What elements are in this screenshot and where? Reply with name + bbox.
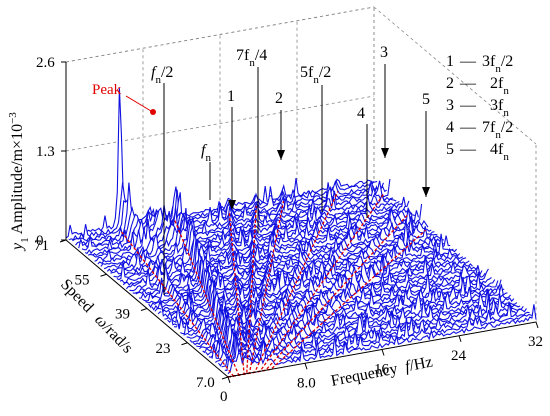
x-tick-label: 24 [451,348,467,364]
spectrum-line [87,192,397,257]
svg-text:5—4fn: 5—4fn [446,141,509,163]
order-line [174,220,240,378]
spectrum-line [199,284,508,350]
spectrum-line [75,180,385,246]
y-tick-label: 39 [115,307,130,323]
marker-1-label: 1 [227,88,235,105]
legend-item: 2—2fn [446,75,509,97]
spectrum-mask [218,304,527,369]
marker-5-label: 5 [422,91,430,108]
marker-3-label: 3 [380,44,388,61]
spectrum-mask [113,204,422,281]
y-tick [221,376,229,380]
spectrum-line [81,179,391,251]
marker-2-label: 2 [275,90,283,107]
x-axis-label: Frequency f/Hz [330,354,434,390]
y-tick-label: 23 [156,341,171,357]
marker-5-arrow [422,187,430,197]
x-tick [304,363,308,370]
z-tick-label: 2.6 [36,55,55,71]
svg-text:4—7fn/2: 4—7fn/2 [446,119,513,141]
spectrum-mask [228,304,536,377]
order-line [119,229,235,378]
x-tick-label: 8.0 [297,375,316,391]
spectrum-line [151,247,461,311]
peak-marker [150,109,156,115]
y-tick [181,342,188,346]
spectrum-line [129,226,438,292]
spectrum-line [145,233,454,304]
y-tick-label: 7.0 [196,375,215,391]
x-tick [381,349,385,356]
z-axis-label: y1 Amplitude/m×10−3 [7,112,31,252]
peak-leader [125,95,152,112]
marker-4-label: 4 [357,105,365,122]
legend-item: 3—3fn [446,97,509,119]
spectrum-line [103,207,413,270]
fn-label: fn [201,142,211,164]
marker-2-arrow [277,150,285,160]
spectrum-line [196,284,505,348]
spectrum-mask [189,275,498,345]
spectrum-mask [110,207,419,278]
spectrum-mask [215,295,524,367]
legend-item: 1—3fn/2 [446,53,513,75]
spectrum-line [160,259,470,318]
x-tick [227,376,231,384]
y-tick [140,308,148,311]
y-tick [100,273,107,277]
grid-line [65,6,375,63]
y-tick-label: 71 [34,238,49,254]
svg-text:3—3fn: 3—3fn [446,97,509,119]
order-line [227,205,257,378]
annotations-layer: Peak fn/2 fn 7fn/4 5fn/2 1 2 3 4 5 [92,44,430,295]
x-tick [535,321,539,329]
peak-label: Peak [92,82,122,98]
marker-1-arrow [228,200,236,210]
grid-line [373,6,537,145]
order-lines-layer [119,191,426,378]
spectrum-line [154,253,464,312]
order-line [227,229,426,378]
svg-text:1—3fn/2: 1—3fn/2 [446,53,513,75]
z-tick-label: 0 [36,233,44,249]
grid-line [65,95,375,152]
spectrum-line [202,288,512,354]
order-line [227,193,385,378]
spectrum-line [97,196,407,265]
legend: 1—3fn/2 2—2fn 3—3fn 4—7fn/2 5—4fn [446,53,513,163]
legend-item: 4—7fn/2 [446,119,513,141]
spectrum-line [125,223,435,290]
five-fn-half-label: 5fn/2 [300,64,331,86]
fn-half-label: fn/2 [151,64,173,86]
x-tick-label: 32 [528,334,543,350]
legend-item: 5—4fn [446,141,509,163]
seven-fn-quarter-label: 7fn/4 [236,47,267,69]
order-line [227,201,285,378]
y-tick-label: 55 [75,272,90,288]
svg-text:2—2fn: 2—2fn [446,75,509,97]
order-line [227,210,245,378]
order-line [227,214,408,378]
x-tick [458,335,462,342]
z-tick-label: 1.3 [36,144,55,160]
spectrum-line [106,208,416,273]
spectrum-line [94,194,403,262]
marker-3-arrow [381,148,389,158]
spectra-layer [65,88,537,377]
spectrum-line [224,314,534,371]
spectrum-line [68,179,378,241]
order-line [227,191,339,378]
spectrum-mask [221,301,530,372]
spectrum-line [227,304,537,375]
spectrum-line [139,233,448,299]
x-tick-label: 16 [374,362,390,378]
spectrum-line [186,271,496,339]
x-tick-label: 0 [220,389,228,405]
